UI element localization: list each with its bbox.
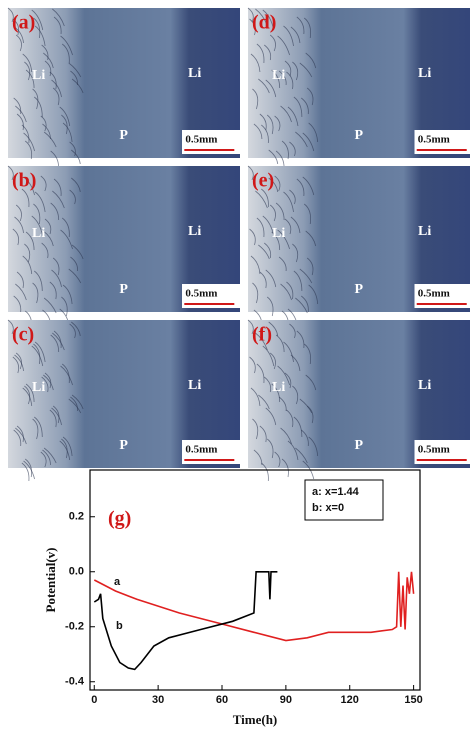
chart-annotation: (g): [108, 508, 131, 530]
electrode-label: Li: [32, 380, 45, 395]
scale-label: 0.5mm: [185, 444, 217, 456]
x-tick-label: 150: [404, 694, 422, 706]
y-tick-label: 0.0: [69, 566, 84, 578]
scale-label: 0.5mm: [418, 288, 450, 300]
y-tick-label: -0.2: [65, 621, 84, 633]
electrode-label: Li: [272, 380, 285, 395]
x-tick-label: 60: [216, 694, 228, 706]
separator-label: P: [119, 128, 128, 143]
scale-label: 0.5mm: [185, 288, 217, 300]
electrode-label: Li: [272, 226, 285, 241]
micrograph-panel: (b) Li Li P 0.5mm: [8, 166, 242, 329]
micrograph-panel: (f) Li Li P 0.5mm: [248, 320, 470, 481]
x-tick-label: 30: [152, 694, 164, 706]
panel-label: (a): [12, 12, 35, 34]
panel-label: (e): [252, 170, 274, 192]
electrode-label: Li: [272, 68, 285, 83]
electrode-label: Li: [188, 378, 201, 393]
micrograph-panel: (d) Li Li P 0.5mm: [248, 8, 470, 168]
electrode-label: Li: [32, 68, 45, 83]
electrode-label: Li: [188, 66, 201, 81]
panel-label: (c): [12, 324, 34, 346]
panel-label: (f): [252, 324, 272, 346]
scale-label: 0.5mm: [185, 134, 217, 146]
separator-label: P: [119, 438, 128, 453]
legend-entry: b: x=0: [312, 502, 344, 514]
electrode-label: Li: [418, 224, 431, 239]
separator-label: P: [355, 128, 364, 143]
separator-label: P: [355, 282, 364, 297]
x-tick-label: 120: [341, 694, 359, 706]
y-tick-label: 0.2: [69, 511, 84, 523]
series-label: a: [114, 576, 121, 588]
y-axis-label: Potential(v): [43, 548, 58, 613]
figure: (a)LiLiP0.5mm(b)LiLiP0.5mm(c)LiLiP0.5mm(…: [0, 0, 470, 729]
electrode-label: Li: [188, 224, 201, 239]
separator-label: P: [355, 438, 364, 453]
y-tick-label: -0.4: [65, 676, 85, 688]
x-tick-label: 90: [280, 694, 292, 706]
panel-label: (d): [252, 12, 276, 34]
panel-label: (b): [12, 170, 36, 192]
separator-label: P: [119, 282, 128, 297]
micrograph-panel: (c) Li Li P 0.5mm: [8, 320, 242, 481]
electrode-label: Li: [418, 66, 431, 81]
electrode-label: Li: [32, 226, 45, 241]
micrograph-panel: (e) Li Li P 0.5mm: [248, 166, 470, 329]
x-axis-label: Time(h): [233, 712, 278, 727]
series-label: b: [116, 620, 123, 632]
micrograph-panel: (a) Li Li P 0.5mm: [8, 8, 242, 168]
scale-label: 0.5mm: [418, 444, 450, 456]
electrode-label: Li: [418, 378, 431, 393]
scale-label: 0.5mm: [418, 134, 450, 146]
x-tick-label: 0: [91, 694, 97, 706]
legend-entry: a: x=1.44: [312, 486, 360, 498]
